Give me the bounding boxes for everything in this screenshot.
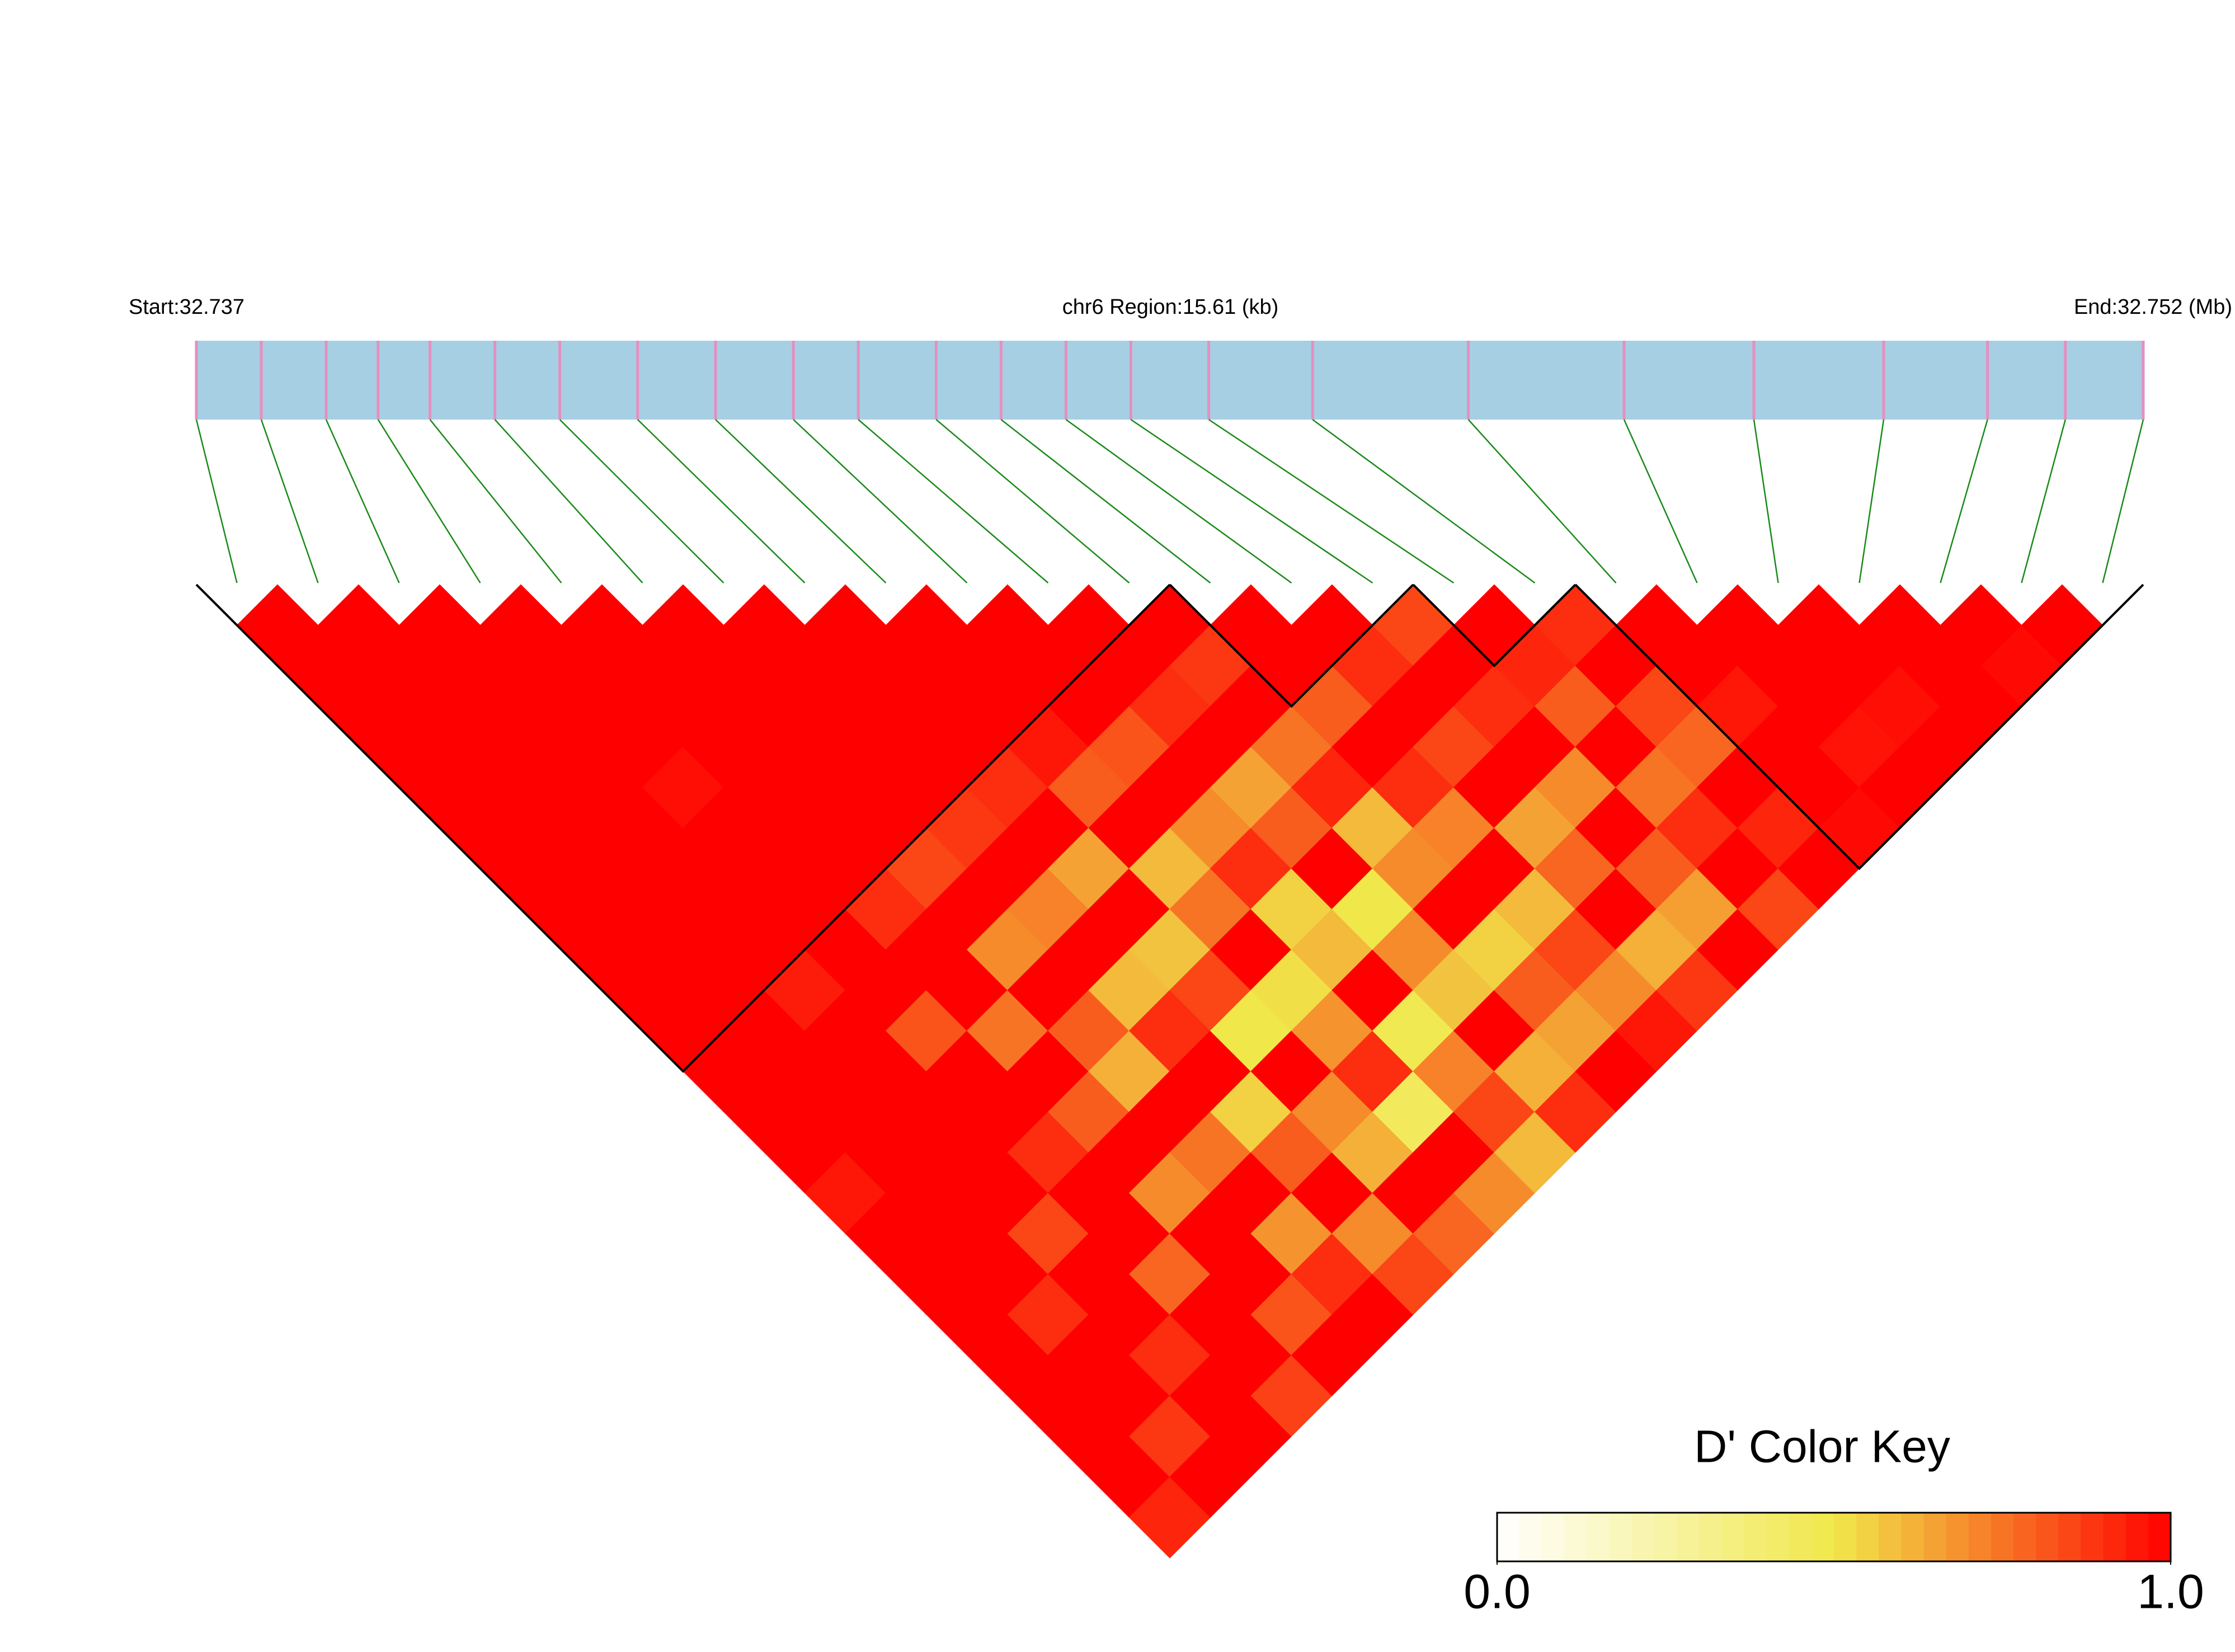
snp-connector xyxy=(1858,419,1885,583)
snp-stripe xyxy=(260,341,263,420)
color-key-step xyxy=(1946,1513,1969,1561)
snp-connector xyxy=(325,419,400,583)
snp-stripe xyxy=(377,341,380,420)
color-key-step xyxy=(1497,1513,1520,1561)
color-key-step xyxy=(2148,1513,2171,1561)
snp-stripe xyxy=(493,341,497,420)
color-key-step xyxy=(1564,1513,1588,1561)
snp-connector xyxy=(377,419,481,583)
snp-stripe xyxy=(636,341,639,420)
color-key-step xyxy=(1923,1513,1947,1561)
snp-connector xyxy=(1000,419,1211,583)
snp-connector xyxy=(793,419,968,583)
snp-stripe xyxy=(1129,341,1132,420)
color-key-step xyxy=(1811,1513,1834,1561)
color-key-step xyxy=(1699,1513,1722,1561)
region-label: chr6 Region:15.61 (kb) xyxy=(1062,295,1279,319)
snp-connector xyxy=(1940,419,1988,583)
snp-connector xyxy=(429,419,562,583)
color-key-step xyxy=(2013,1513,2036,1561)
snp-stripe xyxy=(1986,341,1989,420)
snp-connector xyxy=(494,419,643,583)
color-key-step xyxy=(1542,1513,1565,1561)
color-key-step xyxy=(2081,1513,2104,1561)
snp-stripe xyxy=(324,341,328,420)
ld-block-outline xyxy=(1574,583,2144,870)
snp-connector xyxy=(1623,419,1698,583)
snp-connector xyxy=(637,419,806,583)
ld-block-outline xyxy=(1169,583,1414,708)
snp-stripe xyxy=(999,341,1003,420)
color-key-tick-label: 1.0 xyxy=(2137,1565,2204,1619)
color-key-step xyxy=(2036,1513,2059,1561)
snp-stripe xyxy=(2064,341,2067,420)
color-key-title: D' Color Key xyxy=(1694,1422,1950,1472)
color-key-step xyxy=(2103,1513,2126,1561)
color-key-step xyxy=(1856,1513,1879,1561)
snp-stripe xyxy=(1622,341,1626,420)
snp-connector xyxy=(1065,418,1292,584)
color-key-step xyxy=(1744,1513,1767,1561)
snp-stripe xyxy=(857,341,860,420)
color-key-step xyxy=(1766,1513,1790,1561)
color-key-step xyxy=(1879,1513,1902,1561)
snp-stripe xyxy=(195,341,198,420)
color-key-step xyxy=(1519,1513,1542,1561)
snp-stripe xyxy=(429,341,432,420)
snp-stripe xyxy=(934,341,938,420)
snp-stripe xyxy=(1467,341,1470,420)
snp-stripe xyxy=(558,341,562,420)
snp-connector xyxy=(858,419,1049,583)
color-key-step xyxy=(1609,1513,1632,1561)
snp-connector xyxy=(559,419,724,583)
ld-block-outline xyxy=(195,583,1171,1073)
snp-stripe xyxy=(1882,341,1885,420)
snp-stripe xyxy=(1064,341,1067,420)
ld-block-outline xyxy=(1412,583,1577,667)
color-key-step xyxy=(1654,1513,1677,1561)
snp-connector xyxy=(195,419,238,583)
color-key-step xyxy=(1789,1513,1812,1561)
snp-stripe xyxy=(1311,341,1314,420)
color-key-step xyxy=(1968,1513,1992,1561)
color-key-frame xyxy=(1496,1512,2172,1562)
color-key-step xyxy=(1991,1513,2014,1561)
color-key-step xyxy=(1721,1513,1745,1561)
snp-connector xyxy=(260,419,319,583)
snp-stripe xyxy=(1752,341,1756,420)
snp-connector xyxy=(1753,419,1779,583)
color-key-step xyxy=(1677,1513,1700,1561)
snp-stripe xyxy=(2142,341,2145,420)
color-key-step xyxy=(2125,1513,2149,1561)
snp-connector xyxy=(1130,418,1373,584)
snp-stripe xyxy=(1207,341,1211,420)
snp-stripe xyxy=(792,341,795,420)
snp-connector xyxy=(715,419,887,583)
snp-connector xyxy=(2021,419,2067,583)
color-key-tick-label: 0.0 xyxy=(1464,1565,1531,1619)
color-key-step xyxy=(1901,1513,1925,1561)
color-key-step xyxy=(1631,1513,1655,1561)
end-label: End:32.752 (Mb) xyxy=(2074,295,2232,319)
start-label: Start:32.737 xyxy=(129,295,244,319)
snp-connector xyxy=(2102,419,2144,583)
snp-connector xyxy=(1312,418,1536,584)
snp-connector xyxy=(1467,419,1617,583)
color-key-step xyxy=(2058,1513,2082,1561)
snp-stripe xyxy=(714,341,717,420)
snp-bar xyxy=(196,341,2143,420)
snp-connector xyxy=(935,419,1130,583)
color-key-step xyxy=(1587,1513,1610,1561)
snp-connector xyxy=(1208,418,1455,584)
color-key-step xyxy=(1834,1513,1857,1561)
